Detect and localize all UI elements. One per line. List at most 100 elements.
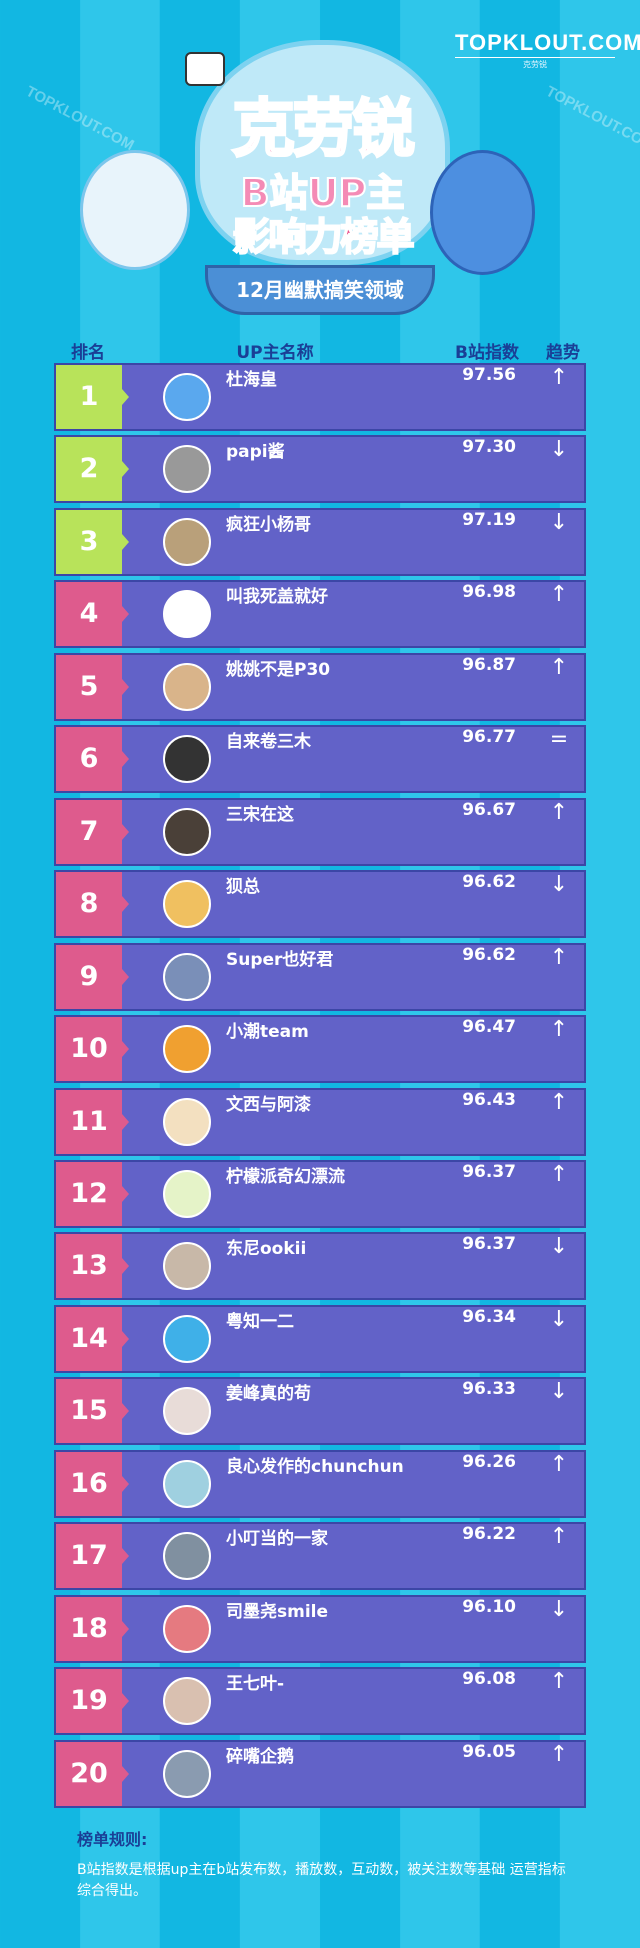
title-badge-background	[195, 40, 450, 265]
up-name[interactable]: 粤知一二	[226, 1311, 294, 1332]
ranking-row[interactable]: 2 papi酱 97.30 ↓	[54, 435, 586, 504]
up-name[interactable]: 疯狂小杨哥	[226, 514, 311, 535]
ranking-row[interactable]: 15 姜峰真的苟 96.33 ↓	[54, 1377, 586, 1446]
avatar[interactable]	[163, 517, 211, 566]
trend-up-arrow-icon: ↑	[549, 1089, 569, 1115]
bilibili-index: 96.62	[462, 944, 516, 965]
up-name[interactable]: 三宋在这	[226, 804, 294, 825]
avatar[interactable]	[163, 1532, 211, 1581]
bilibili-index: 96.34	[462, 1306, 516, 1327]
up-name[interactable]: 文西与阿漆	[226, 1094, 311, 1115]
avatar[interactable]	[163, 373, 211, 421]
avatar[interactable]	[163, 1169, 211, 1218]
mascot-right-illustration	[430, 150, 535, 275]
trend-up-arrow-icon: ↑	[549, 944, 569, 970]
ranking-row[interactable]: 18 司墨尧smile 96.10 ↓	[54, 1594, 586, 1663]
bilibili-index: 96.87	[462, 654, 516, 675]
ranking-row[interactable]: 12 柠檬派奇幻漂流 96.37 ↑	[54, 1159, 586, 1228]
ranking-row[interactable]: 1 杜海皇 97.56 ↑	[54, 363, 586, 431]
ranking-row[interactable]: 13 东尼ookii 96.37 ↓	[54, 1232, 586, 1301]
bilibili-index: 97.30	[462, 437, 516, 458]
ranking-row[interactable]: 10 小潮team 96.47 ↑	[54, 1015, 586, 1084]
up-name[interactable]: 自来卷三木	[226, 732, 311, 753]
avatar[interactable]	[163, 590, 211, 639]
bilibili-index: 96.62	[462, 872, 516, 893]
ranking-row[interactable]: 11 文西与阿漆 96.43 ↑	[54, 1087, 586, 1156]
rank-badge: 1	[56, 365, 129, 429]
ranking-row[interactable]: 9 Super也好君 96.62 ↑	[54, 942, 586, 1011]
avatar[interactable]	[163, 1025, 211, 1074]
avatar[interactable]	[163, 1677, 211, 1726]
ranking-row[interactable]: 6 自来卷三木 96.77 =	[54, 725, 586, 794]
watermark: TOPKLOUT.COM	[543, 82, 640, 155]
rank-badge: 3	[56, 509, 129, 574]
up-name[interactable]: 东尼ookii	[226, 1239, 307, 1260]
up-name[interactable]: 杜海皇	[226, 370, 277, 390]
rank-badge: 6	[56, 727, 129, 792]
avatar[interactable]	[163, 445, 211, 494]
bilibili-index: 96.37	[462, 1234, 516, 1255]
up-name[interactable]: 姜峰真的苟	[226, 1384, 311, 1405]
up-name[interactable]: 碎嘴企鹅	[226, 1746, 294, 1767]
up-name[interactable]: 王七叶-	[226, 1674, 285, 1695]
rank-badge: 7	[56, 799, 129, 864]
ranking-row[interactable]: 16 良心发作的chunchun 96.26 ↑	[54, 1449, 586, 1518]
watermark: TOPKLOUT.COM	[23, 82, 137, 155]
ranking-row[interactable]: 19 王七叶- 96.08 ↑	[54, 1667, 586, 1736]
trend-up-arrow-icon: ↑	[549, 582, 569, 608]
bilibili-index: 97.56	[462, 365, 516, 385]
ranking-row[interactable]: 14 粤知一二 96.34 ↓	[54, 1304, 586, 1373]
up-name[interactable]: Super也好君	[226, 949, 334, 970]
ranking-row[interactable]: 7 三宋在这 96.67 ↑	[54, 797, 586, 866]
avatar[interactable]	[163, 1097, 211, 1146]
title-line-3: 影响力榜单	[231, 214, 415, 260]
up-name[interactable]: 柠檬派奇幻漂流	[226, 1166, 345, 1187]
bilibili-index: 96.05	[462, 1741, 516, 1762]
ranking-row[interactable]: 5 姚姚不是P30 96.87 ↑	[54, 652, 586, 721]
avatar[interactable]	[163, 662, 211, 711]
title-line-2: B站UP主	[240, 170, 406, 216]
ranking-row[interactable]: 3 疯狂小杨哥 97.19 ↓	[54, 507, 586, 576]
rank-badge: 14	[56, 1306, 129, 1371]
trend-down-arrow-icon: ↓	[549, 1234, 569, 1260]
trend-up-arrow-icon: ↑	[549, 1451, 569, 1477]
avatar[interactable]	[163, 880, 211, 929]
avatar[interactable]	[163, 735, 211, 784]
ranking-row[interactable]: 17 小叮当的一家 96.22 ↑	[54, 1522, 586, 1591]
ranking-row[interactable]: 8 狈总 96.62 ↓	[54, 870, 586, 939]
rank-badge: 9	[56, 944, 129, 1009]
avatar[interactable]	[163, 1604, 211, 1653]
bilibili-index: 97.19	[462, 509, 516, 530]
avatar[interactable]	[163, 1459, 211, 1508]
up-name[interactable]: 司墨尧smile	[226, 1601, 329, 1622]
up-name[interactable]: 狈总	[226, 877, 260, 898]
ranking-row[interactable]: 4 叫我死盖就好 96.98 ↑	[54, 580, 586, 649]
up-name[interactable]: 小潮team	[226, 1022, 309, 1043]
tv-mascot-icon	[185, 52, 225, 86]
avatar[interactable]	[163, 1749, 211, 1798]
avatar[interactable]	[163, 952, 211, 1001]
up-name[interactable]: 小叮当的一家	[226, 1529, 328, 1550]
up-name[interactable]: 叫我死盖就好	[226, 587, 328, 608]
trend-equal-icon: =	[549, 727, 569, 753]
up-name[interactable]: 姚姚不是P30	[226, 659, 331, 680]
rank-badge: 5	[56, 654, 129, 719]
trend-down-arrow-icon: ↓	[549, 1379, 569, 1405]
up-name[interactable]: papi酱	[226, 442, 285, 463]
up-name[interactable]: 良心发作的chunchun	[226, 1456, 404, 1477]
bilibili-index: 96.37	[462, 1161, 516, 1182]
column-header-name: UP主名称	[236, 343, 314, 363]
avatar[interactable]	[163, 1387, 211, 1436]
brand-name: TOPKLOUT.COM	[455, 30, 640, 55]
bilibili-index: 96.33	[462, 1379, 516, 1400]
avatar[interactable]	[163, 807, 211, 856]
ranking-row[interactable]: 20 碎嘴企鹅 96.05 ↑	[54, 1739, 586, 1808]
avatar[interactable]	[163, 1314, 211, 1363]
rules-text: B站指数是根据up主在b站发布数，播放数，互动数，被关注数等基础 运营指标综合得…	[77, 1862, 566, 1899]
bilibili-index: 96.77	[462, 727, 516, 748]
rank-badge: 4	[56, 582, 129, 647]
avatar[interactable]	[163, 1242, 211, 1291]
mascot-left-illustration	[80, 150, 190, 270]
brand-logo: TOPKLOUT.COM 克劳锐	[455, 30, 640, 70]
trend-down-arrow-icon: ↓	[549, 509, 569, 535]
